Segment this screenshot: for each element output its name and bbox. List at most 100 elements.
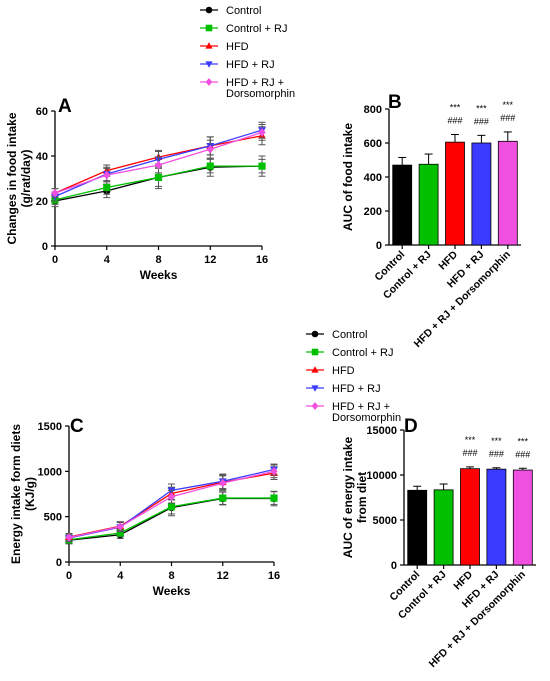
- legend-top-entry-marker-3: [205, 61, 213, 68]
- significance-label: ###: [515, 449, 530, 459]
- y-tick-label: 1500: [38, 421, 62, 433]
- data-point: [270, 494, 278, 502]
- y-tick-label: 0: [56, 557, 62, 569]
- x-axis-title: Weeks: [140, 268, 178, 282]
- legend-top-entry-label-0: Control: [226, 5, 261, 17]
- legend-mid-entry-marker-4: [311, 402, 319, 410]
- legend-top-entry-marker-2: [205, 42, 213, 49]
- bar: [497, 140, 518, 246]
- y-tick-label: 5000: [373, 515, 397, 527]
- significance-label: ***: [503, 100, 514, 110]
- significance-label: ***: [476, 103, 487, 113]
- y-axis-title-line: AUC of food intake: [341, 123, 355, 231]
- bar: [418, 163, 439, 246]
- data-point: [65, 533, 73, 542]
- x-tick-label: 8: [168, 570, 174, 582]
- bar: [433, 489, 454, 566]
- significance-label: ###: [500, 113, 515, 123]
- legend-mid-entry-marker-1: [311, 348, 319, 356]
- y-tick-label: 40: [36, 151, 48, 163]
- y-axis-title-line: (g/rat/day): [19, 149, 33, 207]
- bar: [512, 469, 533, 566]
- x-tick-label: 12: [204, 254, 216, 266]
- y-axis-title-line: Energy intake form diets: [9, 424, 23, 564]
- legend-top-entry-label-1: Control + RJ: [226, 23, 287, 35]
- data-point: [206, 162, 214, 170]
- y-axis-title: Energy intake form diets(KJ/g): [9, 424, 37, 564]
- legend-mid-entry-marker-0: [311, 330, 319, 338]
- panel-label-a: A: [58, 96, 72, 117]
- bar: [471, 142, 492, 246]
- significance-label: ###: [474, 116, 489, 126]
- y-axis-title-line: (KJ/g): [23, 477, 37, 511]
- bar: [445, 141, 465, 246]
- y-axis-title: AUC of food intake: [341, 123, 355, 231]
- y-tick-label: 0: [42, 241, 48, 253]
- y-tick-label: 60: [36, 106, 48, 118]
- y-axis-title-line: AUC of energy intake: [341, 436, 355, 558]
- panel-label-d: D: [404, 416, 418, 437]
- data-point: [103, 183, 111, 192]
- data-point: [270, 467, 278, 476]
- significance-label: ###: [489, 449, 504, 459]
- significance-label: ***: [450, 103, 461, 113]
- line-chart-food-intake: 0 20 40 60 0 4 8 12 16 Weeks Changes in food intak…: [5, 106, 268, 282]
- data-point: [154, 160, 163, 170]
- y-axis-title-line: from diet: [355, 472, 369, 523]
- legend-top-entry-label-4: HFD + RJ +: [226, 77, 284, 89]
- y-tick-label: 500: [44, 512, 62, 524]
- panel-label-c: C: [70, 416, 84, 437]
- data-point: [167, 492, 176, 502]
- data-point: [103, 170, 111, 180]
- y-tick-label: 10000: [366, 470, 397, 482]
- data-point: [51, 188, 59, 198]
- significance-label: ###: [447, 116, 462, 126]
- data-point: [116, 522, 124, 531]
- legend-top-entry-label-5: Dorsomorphin: [226, 88, 295, 100]
- x-axis-title: Weeks: [153, 584, 191, 598]
- legend-mid-entry-label-4: HFD + RJ +: [332, 401, 390, 413]
- legend-top-entry-marker-1: [205, 24, 213, 32]
- data-point: [258, 128, 266, 137]
- legend-middle: Control Control + RJ HFD HFD + RJ HFD + RJ +…: [306, 329, 401, 424]
- significance-label: ###: [462, 448, 477, 458]
- y-tick-label: 15000: [366, 425, 397, 437]
- x-tick-label: 16: [268, 570, 280, 582]
- legend-top: Control Control + RJ HFD HFD + RJ HFD + RJ +…: [200, 5, 295, 100]
- y-axis-title: AUC of energy intakefrom diet: [341, 436, 369, 558]
- x-tick-label: 0: [66, 570, 72, 582]
- significance-label: ***: [465, 435, 476, 445]
- x-tick-label: 0: [52, 254, 58, 266]
- y-tick-label: 0: [391, 560, 397, 572]
- bar: [392, 164, 413, 246]
- line-chart-energy-intake: 0 500 1000 1500 0 4 8 12 16 Weeks Energy intake fo…: [9, 421, 280, 598]
- panel-label-b: B: [388, 92, 402, 113]
- legend-mid-entry-label-1: Control + RJ: [332, 347, 393, 359]
- legend-mid-entry-marker-2: [311, 366, 319, 373]
- y-tick-label: 200: [364, 206, 382, 218]
- y-axis-title-line: Changes in food intake: [5, 112, 19, 244]
- y-tick-label: 800: [364, 104, 382, 116]
- legend-top-entry-label-2: HFD: [226, 41, 249, 53]
- x-tick-label: 4: [104, 254, 111, 266]
- data-point: [116, 529, 124, 537]
- x-tick-label: 16: [256, 254, 268, 266]
- legend-mid-entry-label-3: HFD + RJ: [332, 383, 381, 395]
- legend-top-entry-marker-4: [205, 78, 213, 86]
- bar: [460, 468, 480, 566]
- data-point: [167, 503, 176, 511]
- bar: [407, 489, 428, 566]
- legend-mid-entry-label-5: Dorsomorphin: [332, 412, 401, 424]
- data-point: [258, 162, 266, 170]
- y-tick-label: 1000: [38, 466, 62, 478]
- bar: [486, 468, 507, 566]
- y-axis-title: Changes in food intake(g/rat/day): [5, 112, 33, 244]
- x-tick-label: 12: [217, 570, 229, 582]
- significance-label: ***: [518, 436, 529, 446]
- data-point: [219, 478, 227, 488]
- y-tick-label: 600: [364, 138, 382, 150]
- y-tick-label: 20: [36, 196, 48, 208]
